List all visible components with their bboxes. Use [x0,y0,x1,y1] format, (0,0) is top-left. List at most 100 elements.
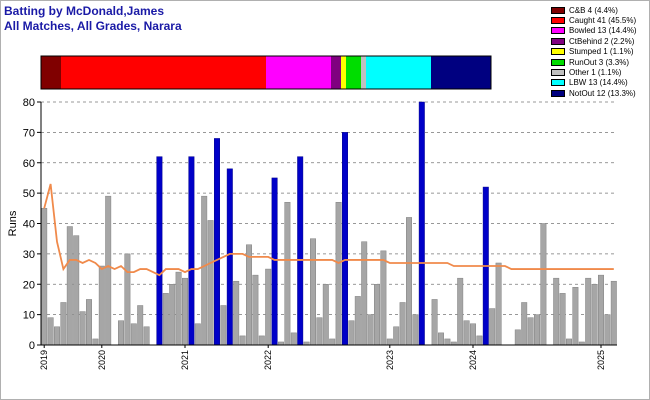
score-bar [374,284,380,346]
score-bar [182,277,188,346]
score-bar [143,326,150,346]
score-bar [380,250,387,346]
legend-swatch [551,69,565,77]
score-bar [342,132,348,346]
score-bar [598,274,604,346]
y-tick-label: 40 [23,219,35,231]
y-tick-label: 70 [23,127,35,139]
legend-label: Bowled 13 (14.4%) [569,26,637,36]
legend-item: Caught 41 (45.5%) [551,15,637,25]
legend-label: CtBehind 2 (2.2%) [569,36,635,46]
dismissal-segment [366,56,431,89]
score-bar [335,201,342,346]
score-bar [354,296,361,346]
score-bar [66,226,73,346]
score-bar [604,314,611,346]
legend-swatch [551,6,565,14]
score-bar [92,338,99,346]
legend-label: Stumped 1 (1.1%) [569,47,634,57]
dismissal-segment [266,56,331,89]
score-bar [610,280,617,346]
score-bar [258,335,265,346]
dismissal-segment [346,56,361,89]
score-bar [137,305,144,346]
score-bar [418,101,425,346]
legend-label: LBW 13 (14.4%) [569,78,628,88]
dismissal-segment [331,56,341,89]
score-bar [105,195,112,346]
score-bar [54,326,60,346]
score-bar [271,177,278,346]
x-year-label: 2019 [39,350,49,370]
score-bar [591,284,598,346]
x-year-label: 2024 [468,350,478,370]
score-bar [566,338,572,346]
score-bar [194,323,201,346]
score-bar [118,320,124,346]
score-bar [444,338,451,346]
score-bar [246,244,252,346]
legend-label: C&B 4 (4.4%) [569,5,618,15]
legend-swatch [551,58,565,66]
chart-subtitle: All Matches, All Grades, Narara [4,19,182,33]
score-bar [585,277,592,346]
score-bar [233,280,240,346]
legend-swatch [551,37,565,45]
score-bar [476,335,483,346]
score-bar [322,284,329,346]
score-bar [201,195,208,346]
score-bar [457,277,464,346]
average-line [43,183,614,277]
score-bar [438,332,444,346]
legend-item: Other 1 (1.1%) [551,67,637,77]
legend-item: Bowled 13 (14.4%) [551,26,637,36]
score-bar [290,332,297,346]
score-bar [572,287,579,346]
score-bar [399,302,406,346]
x-year-label: 2020 [97,350,107,370]
y-tick-label: 30 [23,249,35,261]
dismissal-segment [431,56,491,89]
score-bar [162,293,169,346]
score-bar [553,277,560,346]
score-bar [207,220,214,346]
score-bar [265,268,272,346]
score-bar [226,168,233,346]
legend-item: NotOut 12 (13.3%) [551,88,637,98]
legend-swatch [551,79,565,87]
score-bar [489,308,496,346]
score-bar [73,235,80,346]
score-bar [41,208,48,346]
score-bar [521,302,528,346]
score-bar [316,317,323,346]
legend-swatch [551,27,565,35]
y-axis-label: Runs [7,210,19,236]
score-bar [79,311,86,346]
legend-label: Caught 41 (45.5%) [569,16,637,26]
score-bar [534,314,540,346]
legend-swatch [551,17,565,25]
dismissal-strip-border [40,55,492,90]
legend-item: CtBehind 2 (2.2%) [551,36,637,46]
score-bar [124,253,131,346]
y-tick-label: 50 [23,188,35,200]
score-bar [297,156,304,346]
legend: C&B 4 (4.4%) Caught 41 (45.5%) Bowled 13 (… [551,5,637,99]
chart-title: Batting by McDonald,James [4,4,165,18]
score-bar [431,299,438,346]
score-bar [169,284,176,346]
x-year-label: 2021 [180,350,190,370]
y-tick-label: 60 [23,158,35,170]
dismissal-segment [61,56,266,89]
score-bar [514,329,521,346]
score-bar [60,302,67,346]
score-bar [220,305,227,346]
score-bar [406,217,412,346]
score-bar [156,156,163,346]
score-bar [86,299,92,346]
legend-item: Stumped 1 (1.1%) [551,47,637,57]
legend-label: Other 1 (1.1%) [569,68,622,78]
score-bar [367,314,374,346]
dismissal-segment [41,56,61,89]
